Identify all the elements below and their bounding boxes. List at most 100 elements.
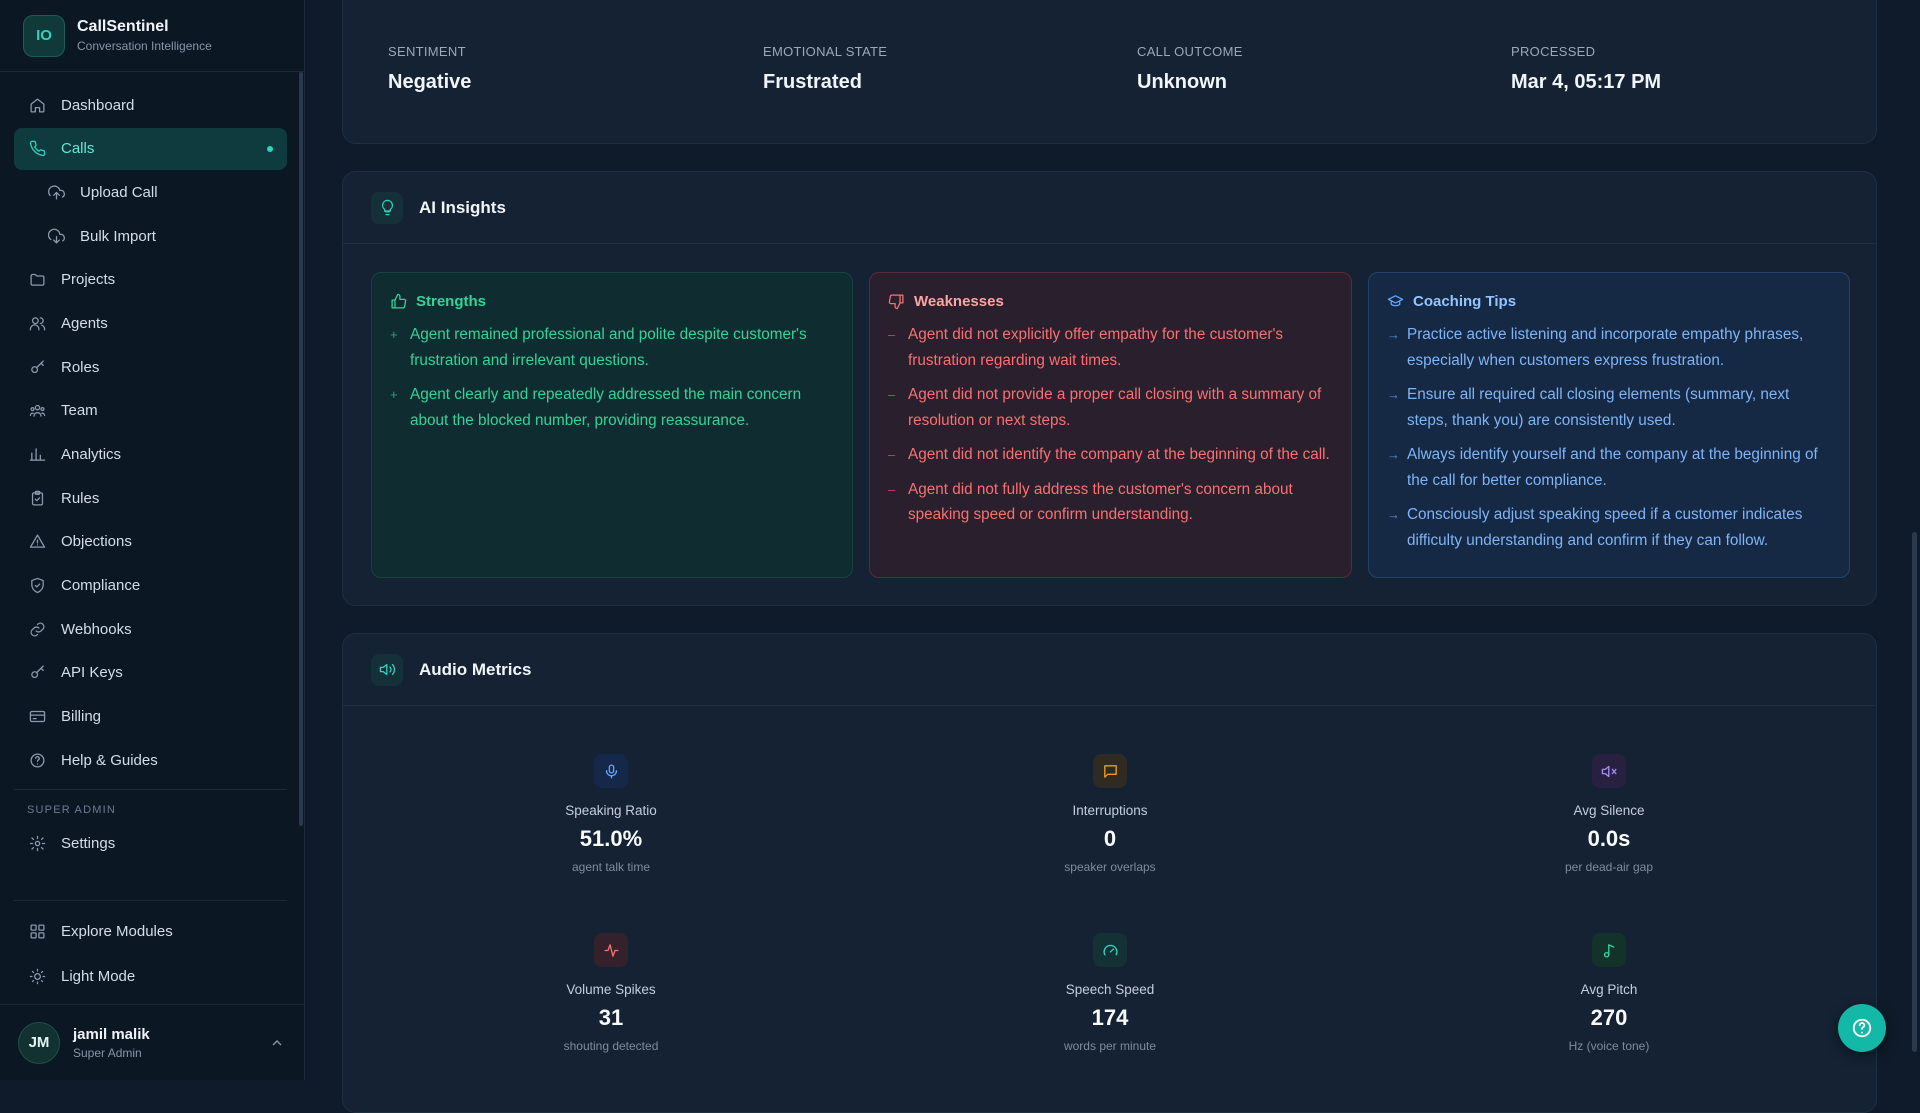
- user-menu[interactable]: JM jamil malik Super Admin: [0, 1004, 305, 1080]
- sidebar-item-settings[interactable]: Settings: [14, 822, 287, 864]
- metric-label: Volume Spikes: [566, 982, 656, 997]
- summary-label: EMOTIONAL STATE: [763, 44, 888, 59]
- sidebar-item-analytics[interactable]: Analytics: [14, 434, 287, 476]
- metric-caption: speaker overlaps: [1064, 860, 1156, 874]
- strengths-panel: Strengths + Agent remained professional a…: [371, 272, 853, 578]
- list-item: → Consciously adjust speaking speed if a …: [1387, 506, 1803, 549]
- metric-volume-spikes: Volume Spikes 31 shouting detected: [461, 933, 761, 1053]
- list-item: – Agent did not identify the company at t…: [888, 446, 1330, 463]
- sidebar-item-compliance[interactable]: Compliance: [14, 565, 287, 607]
- microphone-icon: [594, 754, 628, 788]
- ai-insights-title: AI Insights: [419, 197, 506, 217]
- gear-icon: [27, 833, 47, 853]
- sidebar-item-webhooks[interactable]: Webhooks: [14, 608, 287, 650]
- list-item: – Agent did not fully address the custome…: [888, 480, 1293, 524]
- sidebar-item-label: Rules: [61, 489, 100, 507]
- chevron-up-icon[interactable]: [269, 1035, 285, 1056]
- bar-chart-icon: [27, 445, 47, 465]
- user-role: Super Admin: [73, 1045, 142, 1060]
- sidebar-item-label: Webhooks: [61, 620, 132, 638]
- audio-metrics-card: Audio Metrics Speaking Ratio 51.0% agent…: [342, 633, 1877, 1113]
- thumbs-down-icon: [888, 294, 904, 310]
- sidebar-item-upload-call[interactable]: Upload Call: [14, 171, 287, 213]
- light-mode-toggle[interactable]: Light Mode: [14, 955, 287, 999]
- sidebar-item-billing[interactable]: Billing: [14, 696, 287, 738]
- volume-mute-icon: [1592, 754, 1626, 788]
- weaknesses-title: Weaknesses: [914, 293, 1004, 310]
- help-button[interactable]: [1838, 1004, 1886, 1052]
- speaker-icon: [371, 653, 403, 686]
- sidebar-item-label: Settings: [61, 834, 116, 852]
- metric-avg-silence: Avg Silence 0.0s per dead-air gap: [1459, 754, 1759, 874]
- team-icon: [27, 401, 47, 421]
- sidebar-item-agents[interactable]: Agents: [14, 302, 287, 344]
- active-indicator: [267, 145, 273, 152]
- brand[interactable]: IO CallSentinel Conversation Intelligenc…: [0, 0, 304, 72]
- coaching-tip-text: Practice active listening and incorporat…: [1407, 326, 1804, 369]
- thumbs-up-icon: [391, 293, 407, 309]
- sidebar-item-bulk-import[interactable]: Bulk Import: [14, 215, 287, 257]
- message-square-icon: [1093, 754, 1127, 788]
- graduation-cap-icon: [1387, 295, 1404, 307]
- sun-icon: [27, 967, 47, 987]
- metric-speech-speed: Speech Speed 174 words per minute: [960, 933, 1260, 1053]
- summary-value: Frustrated: [763, 71, 862, 93]
- metric-value: 270: [1590, 1005, 1628, 1030]
- summary-sentiment: SENTIMENT Negative: [388, 44, 471, 94]
- sidebar-item-dashboard[interactable]: Dashboard: [14, 84, 287, 126]
- activity-icon: [594, 933, 628, 967]
- sidebar-item-team[interactable]: Team: [14, 390, 287, 432]
- audio-metrics-header: Audio Metrics: [343, 634, 1876, 706]
- sidebar-item-rules[interactable]: Rules: [14, 477, 287, 519]
- list-item: → Always identify yourself and the compan…: [1387, 446, 1818, 489]
- list-item: → Ensure all required call closing elemen…: [1387, 386, 1790, 429]
- summary-emotional-state: EMOTIONAL STATE Frustrated: [763, 44, 887, 94]
- sidebar-scrollbar[interactable]: [299, 72, 303, 826]
- metric-label: Speaking Ratio: [565, 803, 657, 818]
- sidebar-item-help-guides[interactable]: Help & Guides: [14, 739, 287, 781]
- sidebar-item-roles[interactable]: Roles: [14, 346, 287, 388]
- sidebar-item-objections[interactable]: Objections: [14, 521, 287, 563]
- sidebar-nav: Dashboard Calls Upload Call Bulk Import …: [14, 84, 287, 866]
- coaching-tip-text: Consciously adjust speaking speed if a c…: [1407, 506, 1803, 549]
- metric-value: 51.0%: [579, 826, 643, 851]
- warning-icon: [27, 532, 47, 552]
- coaching-tip-text: Always identify yourself and the company…: [1407, 446, 1818, 489]
- metric-value: 0.0s: [1587, 826, 1631, 851]
- sidebar-item-label: Agents: [61, 314, 108, 332]
- metric-caption: shouting detected: [563, 1039, 659, 1053]
- sidebar-bottom-nav: Explore Modules Light Mode: [14, 900, 287, 1000]
- key-icon: [27, 663, 47, 683]
- brand-tagline: Conversation Intelligence: [77, 39, 212, 53]
- sidebar-item-label: Compliance: [61, 577, 141, 595]
- sidebar-item-label: Dashboard: [61, 96, 135, 114]
- key-icon: [27, 357, 47, 377]
- home-icon: [27, 95, 47, 115]
- metric-label: Avg Silence: [1573, 803, 1645, 818]
- user-name: jamil malik: [73, 1025, 150, 1043]
- section-label-super-admin: SUPER ADMIN: [27, 804, 116, 817]
- coaching-tips-panel: Coaching Tips → Practice active listening…: [1368, 272, 1850, 578]
- sidebar-item-api-keys[interactable]: API Keys: [14, 652, 287, 694]
- metric-interruptions: Interruptions 0 speaker overlaps: [960, 754, 1260, 874]
- brand-logo: IO: [23, 14, 65, 57]
- list-item: + Agent clearly and repeatedly addressed …: [390, 386, 802, 429]
- sidebar-item-label: Bulk Import: [80, 227, 156, 245]
- metric-avg-pitch: Avg Pitch 270 Hz (voice tone): [1459, 933, 1759, 1053]
- sidebar-item-explore-modules[interactable]: Explore Modules: [14, 909, 287, 953]
- metric-label: Speech Speed: [1065, 982, 1155, 997]
- metric-caption: agent talk time: [571, 860, 651, 874]
- summary-label: SENTIMENT: [388, 44, 466, 59]
- summary-label: PROCESSED: [1511, 44, 1596, 59]
- sidebar-item-projects[interactable]: Projects: [14, 259, 287, 301]
- weaknesses-list: – Agent did not explicitly offer empathy …: [888, 322, 1333, 528]
- sidebar-item-label: Roles: [61, 358, 100, 376]
- ai-insights-card: AI Insights Strengths + Agent remained pr…: [342, 171, 1877, 606]
- music-note-icon: [1592, 933, 1626, 967]
- strength-text: Agent remained professional and polite d…: [410, 326, 807, 369]
- main-scrollbar[interactable]: [1912, 532, 1917, 1052]
- sidebar-item-calls[interactable]: Calls: [14, 127, 287, 170]
- gauge-icon: [1093, 933, 1127, 967]
- sidebar-item-label: Explore Modules: [61, 922, 173, 940]
- coaching-tips-title: Coaching Tips: [1413, 293, 1517, 310]
